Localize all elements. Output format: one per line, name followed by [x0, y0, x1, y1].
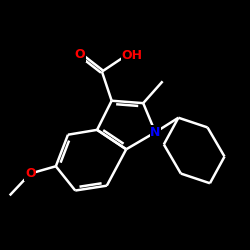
- Text: O: O: [75, 48, 86, 61]
- Text: O: O: [25, 167, 36, 180]
- Text: N: N: [150, 126, 160, 139]
- Text: OH: OH: [122, 49, 143, 62]
